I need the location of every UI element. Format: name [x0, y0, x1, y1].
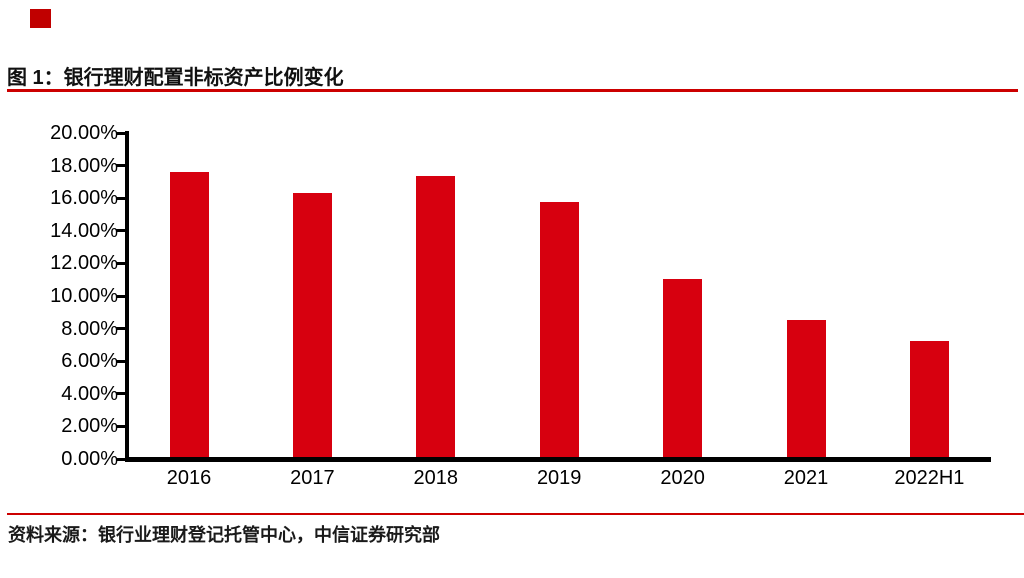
bar-2017: [292, 192, 332, 457]
y-axis-tick-label: 12.00%: [50, 252, 118, 275]
x-axis-label-2016: 2016: [166, 467, 212, 489]
y-axis-tick: [116, 261, 125, 265]
y-axis-tick: [116, 392, 125, 396]
y-axis-tick: [116, 359, 125, 363]
x-axis-line: [125, 457, 991, 462]
bar-2021: [786, 320, 826, 457]
bar-2022H1: [909, 340, 949, 457]
y-axis-tick: [116, 327, 125, 331]
y-axis-tick: [116, 196, 125, 200]
y-axis-tick-label: 0.00%: [61, 448, 118, 470]
y-axis-tick-label: 4.00%: [61, 382, 118, 405]
x-axis-label-2019: 2019: [536, 467, 582, 489]
x-axis-label-2020: 2020: [660, 467, 705, 489]
y-axis-tick-label: 16.00%: [50, 187, 118, 210]
source-note: 资料来源：银行业理财登记托管中心，中信证券研究部: [8, 525, 440, 545]
bar-2019: [539, 202, 579, 457]
y-axis-tick: [116, 229, 125, 233]
y-axis-tick: [116, 424, 125, 428]
bar-chart: 0.00% 2.00% 4.00% 6.00% 8.00% 10.00% 12.00% 14.…: [50, 122, 991, 489]
y-axis-tick-label: 20.00%: [50, 122, 118, 144]
y-axis-tick: [116, 164, 125, 168]
x-axis-label-2017: 2017: [290, 467, 335, 489]
x-axis-label-2022H1: 2022H1: [894, 467, 965, 489]
y-axis-line: [125, 131, 129, 462]
y-axis-tick-label: 8.00%: [61, 317, 118, 340]
y-axis-tick-label: 2.00%: [61, 415, 118, 438]
source-divider-rule: [7, 513, 1024, 515]
bar-2018: [416, 176, 456, 457]
title-underline-rule: [7, 89, 1018, 92]
y-axis-tick-label: 10.00%: [50, 285, 118, 307]
y-axis-tick: [116, 294, 125, 298]
y-axis-tick: [116, 131, 125, 135]
bar-2020: [663, 279, 703, 457]
y-axis-tick-label: 18.00%: [50, 154, 118, 177]
y-axis-tick-label: 6.00%: [61, 350, 118, 373]
red-corner-mark: [30, 9, 51, 28]
figure-title: 图 1：银行理财配置非标资产比例变化: [7, 67, 344, 89]
y-axis-tick-label: 14.00%: [50, 219, 118, 242]
x-axis-label-2018: 2018: [413, 467, 459, 489]
x-axis-label-2021: 2021: [783, 467, 829, 489]
y-axis-tick: [116, 457, 125, 461]
bar-2016: [169, 171, 209, 457]
